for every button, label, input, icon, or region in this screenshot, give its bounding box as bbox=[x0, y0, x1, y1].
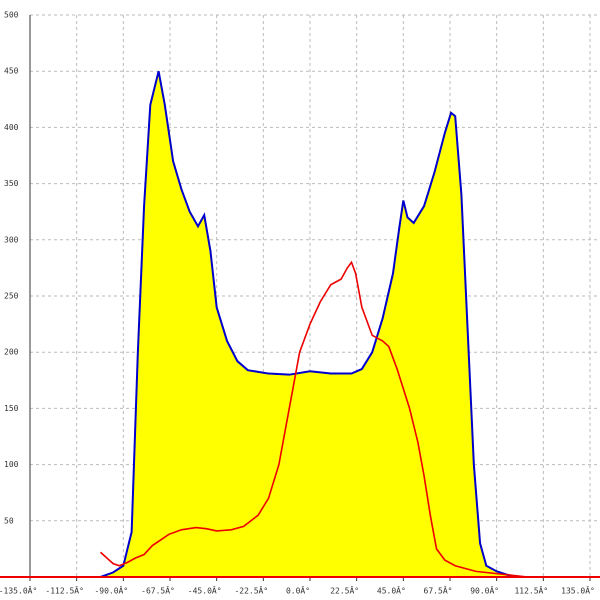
area-fill bbox=[100, 71, 518, 577]
y-tick-label: 300 bbox=[4, 235, 19, 244]
y-tick-label: 450 bbox=[4, 67, 19, 76]
line bbox=[99, 260, 528, 578]
x-tick-label: 0.0Â° bbox=[286, 585, 310, 596]
x-tick-label: 135.0Â° bbox=[561, 585, 595, 596]
y-tick-label: 100 bbox=[4, 460, 19, 469]
x-tick-label: -22.5Â° bbox=[234, 585, 268, 596]
x-tick-label: 22.5Â° bbox=[330, 585, 359, 596]
x-tick-label: -135.0Â° bbox=[0, 585, 37, 596]
x-tick-label: -67.5Â° bbox=[141, 585, 175, 596]
x-tick-label: -112.5Â° bbox=[45, 585, 84, 596]
y-tick-label: 150 bbox=[4, 404, 19, 413]
y-tick-label: 500 bbox=[4, 11, 19, 20]
x-tick-label: 67.5Â° bbox=[424, 585, 453, 596]
y-tick-label: 50 bbox=[4, 516, 14, 525]
x-tick-label: -90.0Â° bbox=[94, 585, 128, 596]
y-tick-label: 350 bbox=[4, 179, 19, 188]
y-tick-label: 250 bbox=[4, 292, 19, 301]
y-tick-label: 200 bbox=[4, 348, 19, 357]
x-tick-label: 45.0Â° bbox=[377, 585, 406, 596]
x-tick-label: 112.5Â° bbox=[514, 585, 548, 596]
y-tick-label: 400 bbox=[4, 123, 19, 132]
area-line bbox=[100, 70, 518, 578]
x-tick-label: 90.0Â° bbox=[470, 585, 499, 596]
x-tick-label: -45.0Â° bbox=[188, 585, 222, 596]
